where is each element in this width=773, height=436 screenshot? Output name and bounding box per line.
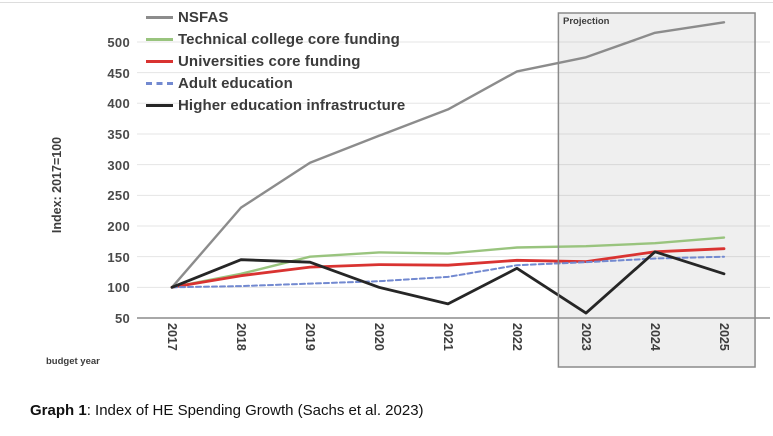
x-tick-label: 2017	[165, 323, 179, 351]
x-tick-label: 2020	[372, 323, 386, 351]
projection-region-border	[557, 12, 756, 368]
legend-item: Higher education infrastructure	[146, 94, 405, 116]
legend-label: Adult education	[178, 74, 293, 92]
legend-label: Technical college core funding	[178, 30, 400, 48]
x-tick-label: 2019	[303, 323, 317, 351]
line-chart: Index: 2017=100 NSFAS Technical college c…	[46, 6, 770, 368]
legend-line-swatch	[146, 15, 173, 19]
legend-label: Higher education infrastructure	[178, 96, 406, 114]
x-tick-label: 2024	[648, 323, 662, 351]
figure-caption-number: Graph 1	[30, 402, 87, 419]
legend-item: NSFAS	[146, 6, 405, 28]
legend-label: NSFAS	[178, 8, 229, 26]
x-tick-label: 2018	[234, 323, 248, 351]
series-line	[170, 236, 726, 289]
y-tick-label: 400	[107, 96, 130, 112]
y-tick-label: 450	[107, 65, 130, 81]
y-axis-title: Index: 2017=100	[50, 136, 64, 234]
y-tick-label: 200	[107, 218, 130, 234]
legend-line-swatch	[146, 81, 173, 85]
x-axis-title: budget year	[46, 356, 100, 367]
series-line	[170, 247, 726, 289]
series-line	[171, 255, 725, 289]
chart-legend: NSFAS Technical college core funding Unive…	[146, 6, 405, 116]
y-tick-label: 350	[107, 126, 130, 142]
y-tick-label: 100	[107, 280, 130, 296]
legend-label: Universities core funding	[178, 52, 361, 70]
y-tick-label: 250	[107, 188, 130, 204]
y-tick-label: 50	[114, 311, 130, 326]
top-border-rule	[0, 2, 773, 3]
legend-line-swatch	[146, 59, 173, 63]
series-line	[170, 250, 726, 315]
legend-line-swatch	[146, 37, 173, 41]
legend-line-swatch	[146, 103, 173, 107]
legend-item: Technical college core funding	[146, 28, 405, 50]
figure-caption: Graph 1: Index of HE Spending Growth (Sa…	[30, 402, 424, 419]
y-tick-label: 500	[107, 34, 130, 50]
figure-caption-text: : Index of HE Spending Growth (Sachs et …	[86, 402, 424, 419]
x-tick-label: 2023	[579, 323, 593, 351]
x-tick-label: 2022	[510, 323, 524, 351]
x-tick-label: 2021	[441, 323, 455, 351]
series-line	[170, 21, 726, 289]
x-tick-label: 2025	[717, 323, 731, 351]
y-tick-label: 300	[107, 157, 130, 173]
y-tick-label: 150	[107, 249, 130, 265]
projection-region	[558, 13, 756, 367]
legend-item: Adult education	[146, 72, 405, 94]
chart-canvas	[137, 12, 770, 368]
legend-item: Universities core funding	[146, 50, 405, 72]
projection-region-label: Projection	[563, 16, 610, 27]
